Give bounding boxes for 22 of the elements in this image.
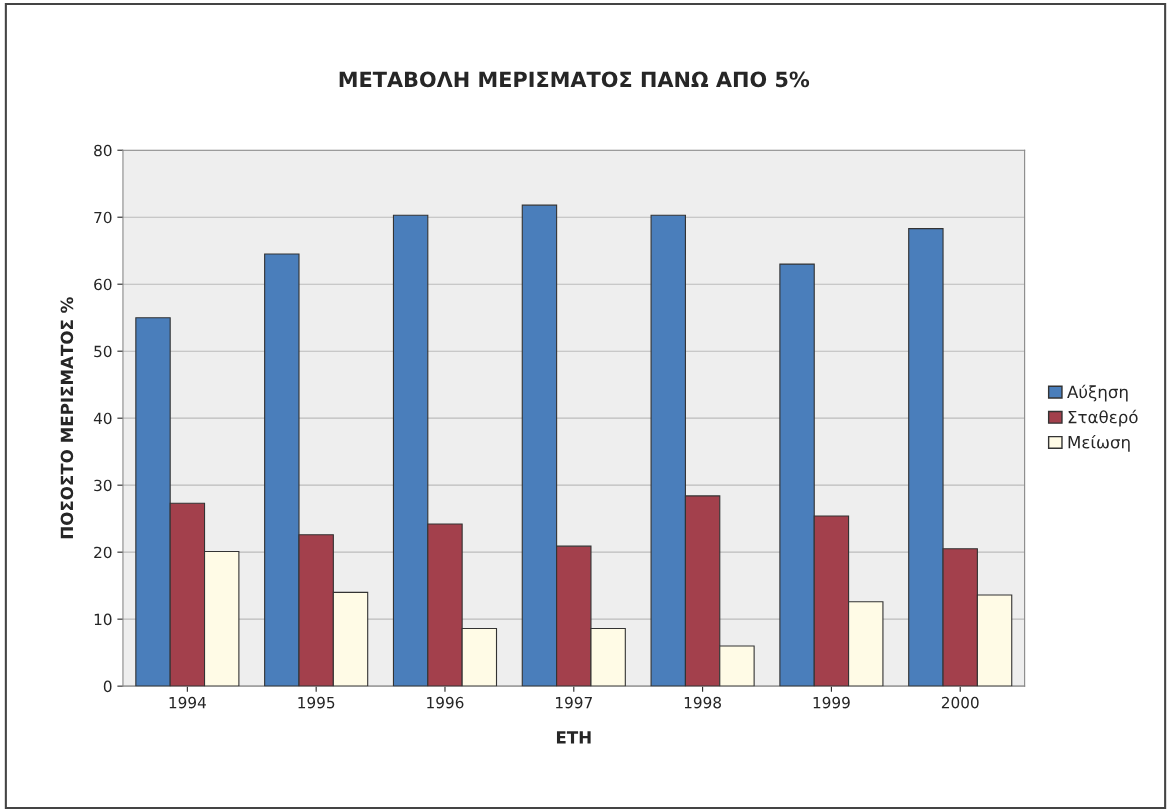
y-axis-title: ΠΟΣΟΣΤΟ ΜΕΡΙΣΜΑΤΟΣ % [60,297,74,539]
chart-title: ΜΕΤΑΒΟΛΗ ΜΕΡΙΣΜΑΤΟΣ ΠΑΝΩ ΑΠΟ 5% [339,71,810,88]
x-tick-label: 2000 [941,696,979,709]
y-tick-label: 10 [94,613,112,626]
x-tick-label: 1996 [427,696,464,709]
y-tick-label: 50 [94,345,112,358]
x-tick-label: 1997 [556,696,592,709]
x-tick-label: 1999 [813,696,850,709]
y-tick-label: 20 [94,546,112,559]
y-tick-label: 40 [93,412,112,425]
y-tick-label: 60 [94,278,112,291]
x-tick-label: 1995 [298,696,335,709]
x-tick-label: 1998 [684,696,721,709]
y-tick-label: 70 [94,211,112,224]
legend-label: Σταθερό [1068,409,1138,427]
x-tick-label: 1994 [169,696,206,709]
legend-label: Μείωση [1068,434,1130,452]
y-tick-label: 30 [94,479,112,492]
y-tick-label: 80 [94,144,112,157]
y-tick-label: 0 [103,680,112,693]
legend-label: Αύξηση [1067,384,1128,402]
x-axis-title: ΕΤΗ [556,731,591,744]
